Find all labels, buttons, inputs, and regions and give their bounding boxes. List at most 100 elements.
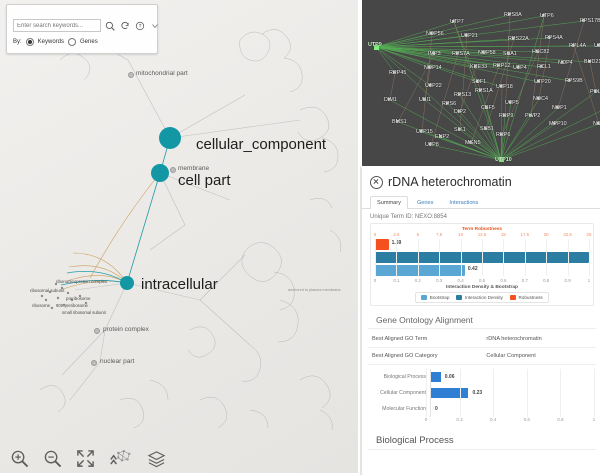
bar-row-bootstrap: 0.42 bbox=[375, 265, 589, 276]
radio-keywords[interactable] bbox=[25, 38, 34, 46]
details-tabs[interactable]: Summary Genes Interactions bbox=[362, 191, 600, 209]
gene-interaction-network-panel[interactable]: UTP9 UTP7 NOP56 UTP21 RPS8A UTP6 RPS17B IMP3 RPS… bbox=[360, 0, 600, 166]
search-panel[interactable]: NeXO ? By: Keywords bbox=[6, 0, 161, 54]
search-input[interactable] bbox=[13, 19, 101, 32]
bar-robustness bbox=[375, 239, 389, 250]
go-alignment-heading: Gene Ontology Alignment bbox=[368, 309, 596, 329]
axis-tick-bottom: 0.9 bbox=[564, 278, 571, 283]
term-details-panel[interactable]: rDNA heterochromatin Summary Genes Inter… bbox=[360, 166, 600, 475]
axis-tick-bottom: 1 bbox=[587, 278, 591, 283]
legend-item: Interaction Density bbox=[456, 295, 503, 300]
legend-swatch bbox=[456, 295, 463, 300]
robustness-plot-area: 1.59 0.42 bbox=[375, 239, 590, 276]
axis-tick-top: 2.5 bbox=[393, 232, 400, 237]
go-category-label: Biological Process bbox=[383, 374, 426, 380]
close-circle-icon[interactable] bbox=[370, 175, 383, 189]
gene-nodes bbox=[374, 13, 600, 162]
ontology-node-minor[interactable] bbox=[170, 167, 176, 173]
fit-screen-icon[interactable] bbox=[76, 449, 95, 468]
term-header: rDNA heterochromatin bbox=[362, 168, 600, 191]
go-bar-row: Molecular Function 0 bbox=[370, 401, 594, 417]
search-by-row[interactable]: By: Keywords Genes bbox=[13, 38, 98, 46]
ontology-node-minor[interactable] bbox=[94, 328, 100, 334]
robustness-chart-legend: Bootstrap Interaction Density Robustness bbox=[415, 292, 549, 303]
ontology-label-membrane[interactable]: membrane bbox=[178, 165, 210, 172]
unique-term-id: Unique Term ID: NEXO:8854 bbox=[370, 214, 447, 220]
go-axis-tick: 0 bbox=[424, 417, 428, 422]
ontology-toolbar[interactable] bbox=[0, 443, 358, 473]
go-axis: 0 0.2 0.4 0.6 0.8 1 bbox=[424, 369, 596, 426]
zoom-out-icon[interactable] bbox=[43, 449, 62, 468]
unique-term-id-section: Unique Term ID: NEXO:8854 bbox=[362, 209, 600, 220]
axis-tick-bottom: 0.2 bbox=[414, 278, 421, 283]
ontology-label-small-ribosomal-subunit[interactable]: small ribosomal subunit bbox=[62, 310, 106, 315]
search-icon[interactable] bbox=[104, 20, 116, 32]
robustness-chart: Term Robustness 0 2.5 5 7.5 10 12.5 15 17.5 20 22… bbox=[370, 223, 594, 306]
axis-tick-bottom: 0.1 bbox=[393, 278, 400, 283]
app-title: NeXO bbox=[17, 0, 47, 3]
tab-genes[interactable]: Genes bbox=[416, 200, 434, 206]
table-row: Best Aligned GO Category Cellular Compon… bbox=[368, 348, 596, 365]
go-bar-track: 0.23 bbox=[430, 385, 594, 401]
gridline bbox=[594, 369, 595, 417]
ontology-label-ribosomal-subunit[interactable]: ribosomal subunit bbox=[30, 288, 65, 293]
ontology-label-90s-preribosome[interactable]: 90S preribosome bbox=[56, 303, 88, 308]
go-alignment-table: Best Aligned GO Term rDNA heterochromati… bbox=[368, 331, 596, 365]
robustness-axis-title: Term Robustness bbox=[461, 227, 503, 232]
go-category-label: Molecular Function bbox=[382, 406, 426, 412]
tab-interactions[interactable]: Interactions bbox=[449, 200, 479, 206]
axis-tick-top: 15 bbox=[500, 232, 506, 237]
gene-network-canvas[interactable] bbox=[362, 0, 600, 166]
ontology-label-ribonucleoprotein-complex[interactable]: ribonucleoprotein complex bbox=[56, 279, 108, 284]
biological-process-heading: Biological Process bbox=[368, 429, 596, 450]
ontology-node-intracellular[interactable] bbox=[120, 276, 134, 290]
gridline bbox=[503, 239, 505, 276]
refresh-icon[interactable] bbox=[119, 20, 131, 32]
axis-tick-top: 22.5 bbox=[563, 232, 572, 237]
ontology-node-minor[interactable] bbox=[91, 360, 97, 366]
page-title: rDNA heterochromatin bbox=[388, 175, 512, 189]
gridline bbox=[426, 369, 427, 417]
ontology-node-cell-part[interactable] bbox=[151, 164, 169, 182]
zoom-in-icon[interactable] bbox=[10, 449, 29, 468]
gridline bbox=[375, 239, 376, 276]
ontology-label-protein-complex[interactable]: protein complex bbox=[103, 326, 149, 333]
density-axis-title: Interaction Density & Bootstrap bbox=[446, 285, 518, 290]
help-icon[interactable]: ? bbox=[134, 20, 146, 32]
ontology-network-panel[interactable]: cellular_component cell part intracellul… bbox=[0, 0, 358, 473]
ontology-label-nuclear-part[interactable]: nuclear part bbox=[100, 358, 135, 365]
go-bar bbox=[431, 372, 441, 382]
axis-tick-top: 7.5 bbox=[436, 232, 443, 237]
gridline bbox=[396, 239, 398, 276]
ontology-node-cellular-component[interactable] bbox=[159, 127, 181, 149]
ontology-label-ribosome[interactable]: ribosome bbox=[32, 303, 51, 308]
search-by-label: By: bbox=[13, 39, 22, 45]
radio-genes[interactable] bbox=[68, 38, 77, 46]
search-row[interactable]: ? bbox=[13, 19, 161, 32]
tab-summary[interactable]: Summary bbox=[370, 196, 408, 209]
layers-icon[interactable] bbox=[147, 449, 166, 468]
ontology-label-cell-part[interactable]: cell part bbox=[178, 172, 231, 189]
chevron-down-icon[interactable] bbox=[149, 20, 161, 32]
go-bar-value: 0.06 bbox=[444, 373, 455, 380]
go-category-value: Cellular Component bbox=[486, 353, 536, 359]
axis-tick-top: 20 bbox=[543, 232, 549, 237]
axis-tick-bottom: 0.8 bbox=[543, 278, 550, 283]
ontology-label-mitochondrial-part[interactable]: mitochondrial part bbox=[136, 70, 188, 77]
ontology-label-intracellular[interactable]: intracellular bbox=[141, 276, 218, 293]
legend-label: Bootstrap bbox=[429, 295, 450, 300]
axis-tick-bottom: 0.4 bbox=[457, 278, 464, 283]
gridline bbox=[493, 369, 495, 417]
ontology-label-preribosome[interactable]: preribosome bbox=[66, 296, 91, 301]
ontology-label-anchored-to-plasma-membrane[interactable]: anchored to plasma membrane bbox=[288, 288, 341, 292]
gridline bbox=[460, 239, 462, 276]
axis-tick-top: 0 bbox=[373, 232, 377, 237]
go-axis-tick: 1 bbox=[592, 417, 596, 422]
gridline bbox=[546, 239, 548, 276]
ontology-label-cellular-component[interactable]: cellular_component bbox=[196, 136, 327, 153]
ontology-node-minor[interactable] bbox=[128, 72, 134, 78]
axis-tick-bottom: 0.7 bbox=[521, 278, 528, 283]
collapse-network-icon[interactable] bbox=[109, 449, 133, 468]
go-bar-track: 0 bbox=[430, 401, 594, 417]
